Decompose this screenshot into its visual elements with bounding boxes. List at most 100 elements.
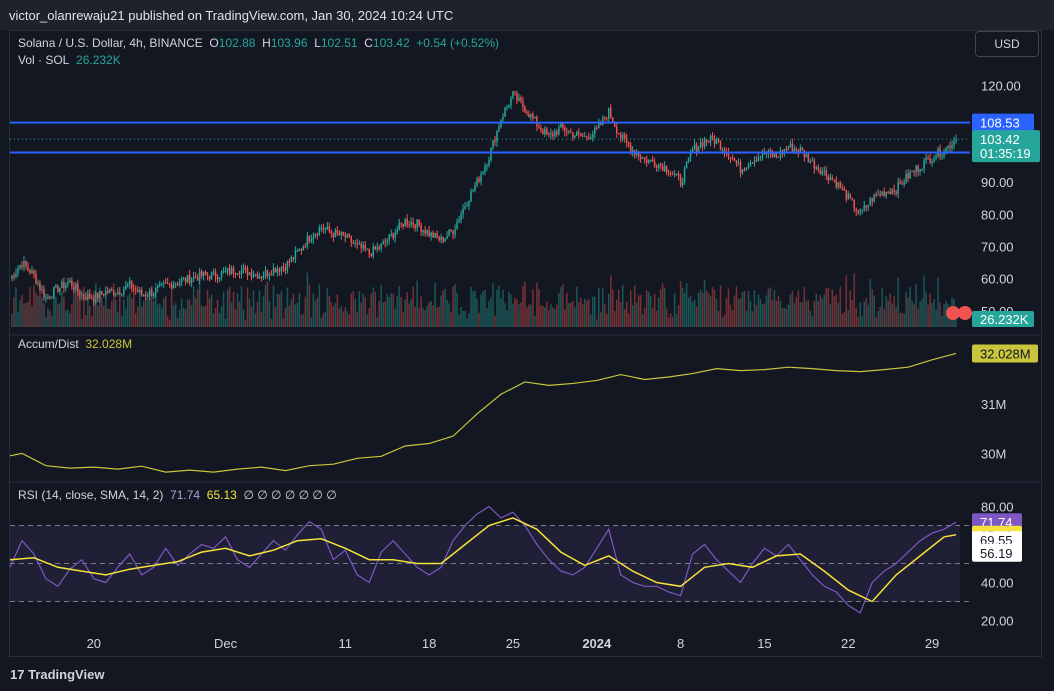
candle-body bbox=[188, 274, 191, 284]
currency-button[interactable]: USD bbox=[975, 31, 1039, 57]
volume-bar bbox=[635, 302, 638, 327]
candle-body bbox=[588, 137, 590, 140]
candle-body bbox=[514, 91, 516, 94]
volume-bar bbox=[146, 294, 149, 327]
candle-body bbox=[639, 156, 642, 159]
volume-bar bbox=[598, 287, 600, 327]
volume-bar bbox=[360, 302, 363, 327]
candle-body bbox=[761, 151, 764, 158]
candle-body bbox=[649, 159, 652, 161]
volume-bar bbox=[278, 294, 281, 327]
candle-body bbox=[220, 271, 223, 278]
candle-body bbox=[99, 291, 101, 299]
volume-bar bbox=[374, 291, 376, 327]
candle-body bbox=[117, 292, 119, 295]
candle-body bbox=[949, 145, 951, 149]
x-tick-label: 18 bbox=[422, 636, 436, 651]
candle-body bbox=[436, 232, 438, 238]
tradingview-logo[interactable]: 17 TradingView bbox=[10, 667, 104, 682]
candle-body bbox=[681, 181, 684, 186]
volume-bar bbox=[37, 295, 39, 327]
candle-body bbox=[168, 283, 171, 285]
volume-bar bbox=[188, 299, 191, 327]
candle-body bbox=[402, 223, 404, 227]
candle-body bbox=[85, 297, 87, 300]
chart-frame[interactable] bbox=[9, 30, 1042, 657]
candle-body bbox=[508, 105, 510, 107]
volume-bar bbox=[855, 307, 857, 327]
candle-body bbox=[803, 150, 806, 158]
volume-bar bbox=[663, 288, 666, 327]
candle-body bbox=[865, 205, 867, 208]
candle-body bbox=[87, 293, 89, 300]
volume-bar bbox=[284, 308, 287, 327]
volume-bar bbox=[85, 315, 87, 327]
volume-bar bbox=[673, 293, 676, 327]
volume-bar bbox=[913, 304, 915, 327]
rsi-tick-label: 40.00 bbox=[981, 576, 1014, 591]
volume-bar bbox=[444, 288, 446, 327]
volume-bar bbox=[412, 286, 414, 327]
candles bbox=[11, 90, 957, 307]
volume-bar bbox=[500, 298, 502, 327]
volume-bar bbox=[262, 296, 265, 327]
volume-bar bbox=[695, 307, 698, 327]
volume-bar bbox=[200, 305, 203, 327]
volume-bar bbox=[550, 304, 552, 327]
candle-body bbox=[364, 245, 367, 250]
volume-bar bbox=[338, 308, 341, 327]
candle-body bbox=[146, 295, 149, 297]
candle-body bbox=[428, 230, 430, 237]
volume-bar bbox=[613, 311, 616, 327]
volume-bar bbox=[294, 304, 297, 327]
symbol-name[interactable]: Solana / U.S. Dollar, 4h, BINANCE bbox=[18, 36, 203, 50]
volume-bar bbox=[544, 307, 546, 327]
volume-bar bbox=[813, 300, 816, 327]
volume-bar bbox=[366, 314, 369, 327]
candle-body bbox=[855, 208, 857, 211]
volume-bar bbox=[681, 287, 684, 327]
volume-bar bbox=[783, 307, 786, 327]
volume-bar bbox=[749, 300, 752, 327]
candle-body bbox=[526, 112, 528, 114]
volume-bar bbox=[350, 293, 353, 327]
volume-bar bbox=[406, 292, 408, 327]
candle-body bbox=[887, 191, 889, 193]
volume-bar bbox=[93, 291, 95, 327]
volume-bar bbox=[815, 293, 818, 327]
candle-body bbox=[627, 142, 630, 146]
volume-bar bbox=[59, 303, 61, 327]
candle-body bbox=[715, 138, 718, 144]
volume-bar bbox=[881, 287, 883, 327]
candle-body bbox=[360, 243, 363, 249]
candle-body bbox=[546, 128, 548, 134]
volume-bar bbox=[410, 299, 412, 327]
volume-bar bbox=[602, 288, 604, 327]
candle-body bbox=[663, 166, 666, 171]
price-tick-label: 80.00 bbox=[981, 207, 1014, 222]
candle-body bbox=[556, 131, 558, 135]
volume-bar bbox=[470, 286, 472, 327]
volume-bar bbox=[925, 292, 927, 327]
candle-body bbox=[29, 269, 31, 274]
candle-body bbox=[520, 97, 522, 102]
candle-body bbox=[264, 270, 267, 277]
candle-body bbox=[783, 148, 786, 155]
volume-bar bbox=[396, 296, 398, 327]
volume-bar bbox=[717, 310, 720, 327]
candle-body bbox=[123, 289, 125, 294]
volume-bar bbox=[340, 306, 343, 327]
volume-bar bbox=[911, 300, 913, 327]
candle-body bbox=[799, 147, 802, 153]
candle-body bbox=[97, 292, 99, 299]
candle-body bbox=[202, 271, 205, 276]
candle-body bbox=[416, 219, 418, 229]
volume-bar bbox=[564, 309, 566, 327]
volume-bar bbox=[394, 308, 396, 327]
volume-bar bbox=[488, 300, 490, 327]
candle-body bbox=[408, 224, 410, 226]
candle-body bbox=[518, 97, 520, 101]
candle-body bbox=[236, 273, 239, 275]
candle-body bbox=[302, 246, 305, 250]
